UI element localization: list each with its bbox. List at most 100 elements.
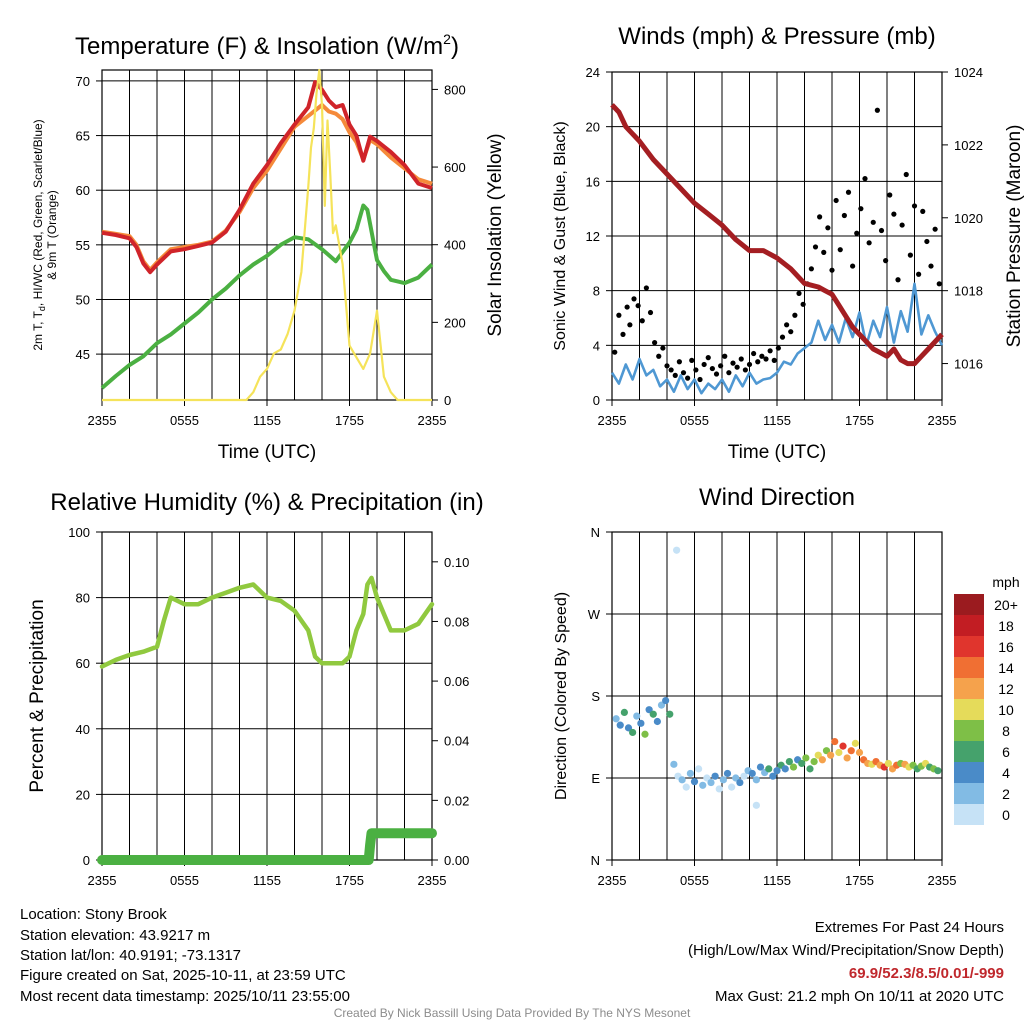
winds-title: Winds (mph) & Pressure (mb) [618, 23, 935, 50]
direction-point [732, 774, 740, 782]
gust-point [920, 208, 926, 214]
gust-point [771, 357, 777, 363]
direction-ytick-label: S [591, 689, 600, 704]
gust-point [821, 249, 827, 255]
direction-point [843, 754, 851, 762]
gust-point [932, 226, 938, 232]
direction-point [822, 747, 831, 755]
direction-xtick-label: 2355 [598, 873, 627, 888]
gust-point [854, 230, 860, 236]
humidity-ytick-label: 40 [76, 722, 90, 737]
direction-title: Wind Direction [699, 484, 855, 511]
direction-point [703, 774, 711, 782]
direction-point [736, 778, 744, 787]
gust-point [680, 370, 687, 376]
temperature-ytick-label: 55 [76, 238, 90, 253]
gust-point [767, 348, 773, 354]
legend-swatch [954, 594, 984, 615]
temperature-xtick-label: 2355 [418, 413, 447, 428]
gust-point [825, 225, 831, 231]
humidity-ytick-label: 60 [76, 656, 90, 671]
direction-point [695, 765, 703, 773]
temperature-ylabel: 2m T, Td, HI/WC (Red, Green, Scarlet/Blu… [31, 119, 59, 350]
gust-point [936, 281, 942, 287]
gust-point [916, 271, 922, 277]
temperature-xlabel: Time (UTC) [218, 442, 317, 463]
direction-point [645, 706, 653, 714]
direction-point [781, 765, 789, 773]
legend-swatch [954, 636, 984, 657]
temperature-ylabel-right: Solar Insolation (Yellow) [485, 133, 506, 336]
gust-point [784, 322, 790, 328]
direction-point [629, 728, 637, 737]
direction-point [723, 769, 732, 778]
gust-point [841, 212, 847, 219]
gust-point [878, 227, 885, 234]
direction-point [851, 739, 859, 747]
gust-point [895, 277, 901, 283]
gust-point [693, 367, 699, 373]
direction-point [835, 748, 843, 757]
temperature-ytick-label: 45 [76, 347, 90, 362]
gust-point [779, 334, 786, 340]
winds-ytick-label: 24 [586, 65, 600, 80]
humidity-ytick-right-label: 0.04 [444, 734, 469, 749]
direction-point [752, 801, 760, 809]
direction-point [673, 546, 681, 554]
direction-point [670, 760, 678, 768]
gust-point [903, 171, 909, 178]
series-line-station-pressure [610, 103, 944, 367]
direction-point [765, 765, 773, 773]
humidity-ytick-right-label: 0.10 [444, 555, 469, 570]
gust-point [705, 355, 711, 361]
gust-point [928, 263, 934, 269]
legend-label: 0 [1002, 807, 1010, 823]
direction-point [855, 748, 864, 757]
direction-point [728, 783, 736, 791]
legend-swatch [954, 699, 984, 720]
humidity-xtick-label: 2355 [418, 873, 447, 888]
gust-point [689, 357, 695, 363]
legend-swatch [954, 804, 984, 825]
gust-point [763, 356, 769, 362]
gust-point [652, 340, 658, 346]
gust-point [685, 375, 691, 381]
gust-point [759, 353, 765, 359]
gust-point [627, 322, 633, 328]
direction-point [756, 763, 765, 771]
gust-point [742, 367, 748, 373]
gust-point [874, 107, 880, 113]
gust-point [796, 290, 802, 296]
winds-ytick-right-label: 1022 [954, 138, 983, 153]
direction-point [633, 712, 641, 720]
winds-xtick-label: 2355 [598, 413, 627, 428]
humidity-title: Relative Humidity (%) & Precipitation (i… [50, 489, 483, 516]
credit-line: Created By Nick Bassill Using Data Provi… [333, 1006, 691, 1020]
gust-point [647, 309, 654, 316]
extremes-subtitle: (High/Low/Max Wind/Precipitation/Snow De… [688, 942, 1004, 959]
series-line-2m-td [100, 203, 434, 390]
winds-xtick-label: 0555 [680, 413, 709, 428]
direction-point [806, 765, 814, 773]
gust-point [676, 359, 682, 365]
gust-point [718, 363, 724, 369]
legend-label: 20+ [994, 597, 1018, 613]
gust-point [812, 244, 819, 250]
temperature-ytick-right-label: 800 [444, 82, 466, 97]
temperature-xtick-label: 2355 [88, 413, 117, 428]
direction-point [711, 772, 719, 780]
winds-ytick-label: 8 [593, 284, 600, 299]
gust-point [612, 349, 618, 355]
gust-point [734, 364, 740, 370]
direction-point [624, 724, 633, 732]
humidity-ytick-right-label: 0.06 [444, 674, 469, 689]
gust-point [845, 189, 852, 195]
direction-point [686, 769, 694, 778]
info-created: Figure created on Sat, 2025-10-11, at 23… [20, 967, 346, 984]
legend-label: 10 [998, 702, 1014, 718]
humidity-ytick-right-label: 0.02 [444, 793, 469, 808]
direction-point [814, 751, 822, 759]
direction-xtick-label: 1755 [845, 873, 874, 888]
winds-ytick-right-label: 1020 [954, 211, 983, 226]
legend-label: 16 [998, 639, 1014, 655]
